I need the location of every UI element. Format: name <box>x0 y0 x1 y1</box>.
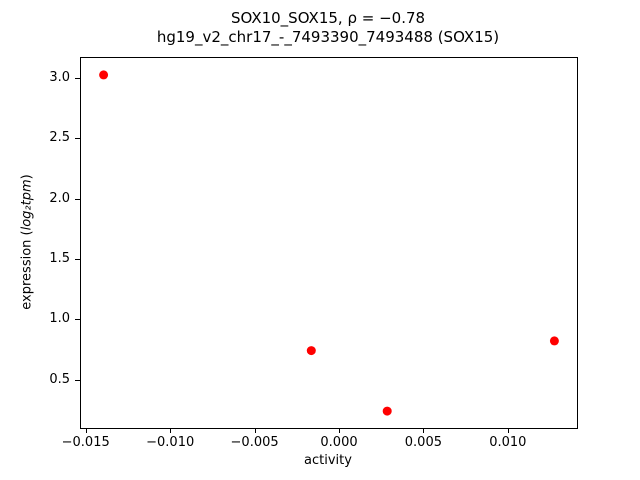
points-layer <box>99 70 559 416</box>
x-tick-mark <box>423 428 425 433</box>
x-tick-mark <box>339 428 340 433</box>
y-tick-label: 3.0 <box>49 69 70 85</box>
data-point <box>99 70 109 80</box>
x-tick-mark <box>254 428 256 433</box>
chart-title-line1: SOX10_SOX15, ρ = −0.78 <box>230 9 426 27</box>
y-tick-label: 0.5 <box>49 371 70 387</box>
y-tick-mark <box>75 379 80 381</box>
y-axis-label-suffix: ) <box>19 174 35 180</box>
y-tick-label: 1.0 <box>49 311 70 327</box>
y-tick-mark <box>75 319 80 321</box>
data-point <box>549 336 559 346</box>
data-point <box>382 406 392 416</box>
chart-title: SOX10_SOX15, ρ = −0.78 hg19_v2_chr17_-_7… <box>80 9 576 47</box>
x-tick-label: 0.010 <box>489 435 527 450</box>
plot-area <box>80 57 578 429</box>
x-tick-mark <box>507 428 509 433</box>
data-point <box>306 346 316 356</box>
y-tick-mark <box>75 258 80 260</box>
y-tick-mark <box>75 198 80 200</box>
x-tick-label: −0.005 <box>230 435 279 450</box>
x-axis-label: activity <box>304 453 352 468</box>
y-tick-label: 1.5 <box>49 250 70 266</box>
y-tick-label: 2.5 <box>49 130 70 145</box>
y-tick-mark <box>75 77 80 79</box>
x-tick-label: −0.015 <box>61 435 110 450</box>
x-tick-mark <box>85 428 87 433</box>
y-tick-label: 2.0 <box>49 190 70 206</box>
y-tick-mark <box>75 138 80 139</box>
chart-title-line2: hg19_v2_chr17_-_7493390_7493488 (SOX15) <box>156 28 500 46</box>
x-tick-label: −0.010 <box>146 435 195 450</box>
y-axis-label-prefix: expression ( <box>19 230 35 310</box>
x-tick-label: 0.005 <box>404 435 442 450</box>
x-tick-label: 0.000 <box>320 435 358 450</box>
x-tick-mark <box>170 428 172 433</box>
